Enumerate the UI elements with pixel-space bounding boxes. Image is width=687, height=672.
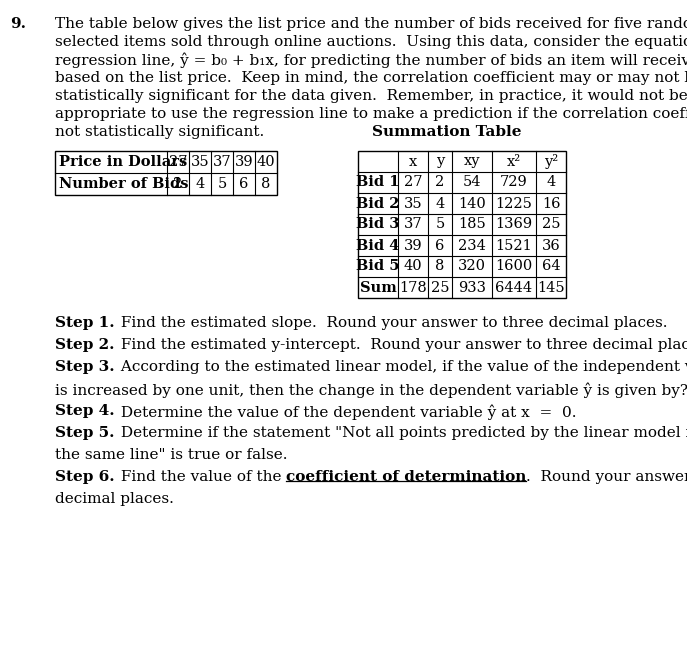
Text: decimal places.: decimal places. bbox=[55, 492, 174, 506]
Text: 8: 8 bbox=[436, 259, 444, 274]
Text: is increased by one unit, then the change in the dependent variable ŷ is given b: is increased by one unit, then the chang… bbox=[55, 382, 687, 398]
Text: Sum: Sum bbox=[359, 280, 396, 294]
Text: 1521: 1521 bbox=[495, 239, 532, 253]
Text: 2: 2 bbox=[173, 177, 183, 191]
Text: Step 1.: Step 1. bbox=[55, 316, 115, 330]
Text: 2: 2 bbox=[436, 175, 444, 190]
Text: .  Round your answer to three: . Round your answer to three bbox=[526, 470, 687, 484]
Text: 25: 25 bbox=[542, 218, 561, 231]
Text: 16: 16 bbox=[542, 196, 561, 210]
Text: 729: 729 bbox=[500, 175, 528, 190]
Text: the same line" is true or false.: the same line" is true or false. bbox=[55, 448, 287, 462]
Text: 1369: 1369 bbox=[495, 218, 532, 231]
Text: 54: 54 bbox=[463, 175, 482, 190]
Text: x: x bbox=[409, 155, 417, 169]
Text: not statistically significant.: not statistically significant. bbox=[55, 125, 264, 139]
Text: 39: 39 bbox=[404, 239, 423, 253]
Text: Find the estimated y-intercept.  Round your answer to three decimal places.: Find the estimated y-intercept. Round yo… bbox=[115, 338, 687, 352]
Text: y: y bbox=[436, 155, 444, 169]
Text: 320: 320 bbox=[458, 259, 486, 274]
Text: Find the estimated slope.  Round your answer to three decimal places.: Find the estimated slope. Round your ans… bbox=[115, 316, 667, 330]
Text: 9.: 9. bbox=[10, 17, 26, 31]
Text: based on the list price.  Keep in mind, the correlation coefficient may or may n: based on the list price. Keep in mind, t… bbox=[55, 71, 687, 85]
Text: Step 5.: Step 5. bbox=[55, 426, 115, 440]
Text: 25: 25 bbox=[431, 280, 449, 294]
Text: 39: 39 bbox=[235, 155, 254, 169]
Text: selected items sold through online auctions.  Using this data, consider the equa: selected items sold through online aucti… bbox=[55, 35, 687, 49]
Text: 140: 140 bbox=[458, 196, 486, 210]
Text: 1225: 1225 bbox=[495, 196, 532, 210]
Text: 5: 5 bbox=[436, 218, 444, 231]
Text: coefficient of determination: coefficient of determination bbox=[286, 470, 526, 484]
Text: 35: 35 bbox=[404, 196, 423, 210]
Text: x²: x² bbox=[507, 155, 521, 169]
Bar bbox=[55, 151, 277, 195]
Text: Summation Table: Summation Table bbox=[372, 125, 521, 139]
Text: statistically significant for the data given.  Remember, in practice, it would n: statistically significant for the data g… bbox=[55, 89, 687, 103]
Text: 6: 6 bbox=[239, 177, 249, 191]
Text: According to the estimated linear model, if the value of the independent variabl: According to the estimated linear model,… bbox=[115, 360, 687, 374]
Text: 185: 185 bbox=[458, 218, 486, 231]
Text: 27: 27 bbox=[404, 175, 423, 190]
Bar bbox=[358, 151, 566, 298]
Text: 933: 933 bbox=[458, 280, 486, 294]
Text: Bid 5: Bid 5 bbox=[357, 259, 400, 274]
Text: Step 4.: Step 4. bbox=[55, 404, 115, 418]
Text: xy: xy bbox=[464, 155, 480, 169]
Text: 8: 8 bbox=[261, 177, 271, 191]
Text: Step 3.: Step 3. bbox=[55, 360, 115, 374]
Text: 5: 5 bbox=[217, 177, 227, 191]
Text: 4: 4 bbox=[195, 177, 205, 191]
Text: Determine if the statement "Not all points predicted by the linear model fall on: Determine if the statement "Not all poin… bbox=[115, 426, 687, 440]
Text: 145: 145 bbox=[537, 280, 565, 294]
Text: regression line, ŷ = b₀ + b₁x, for predicting the number of bids an item will re: regression line, ŷ = b₀ + b₁x, for predi… bbox=[55, 53, 687, 69]
Text: y²: y² bbox=[544, 154, 558, 169]
Text: Determine the value of the dependent variable ŷ at x  =  0.: Determine the value of the dependent var… bbox=[115, 404, 576, 419]
Text: Bid 3: Bid 3 bbox=[357, 218, 400, 231]
Text: The table below gives the list price and the number of bids received for five ra: The table below gives the list price and… bbox=[55, 17, 687, 31]
Text: Bid 4: Bid 4 bbox=[357, 239, 400, 253]
Text: 1600: 1600 bbox=[495, 259, 532, 274]
Text: 234: 234 bbox=[458, 239, 486, 253]
Text: 4: 4 bbox=[436, 196, 444, 210]
Text: 6444: 6444 bbox=[495, 280, 532, 294]
Text: Number of Bids: Number of Bids bbox=[59, 177, 188, 191]
Text: 40: 40 bbox=[404, 259, 423, 274]
Text: 4: 4 bbox=[546, 175, 556, 190]
Text: 36: 36 bbox=[541, 239, 561, 253]
Text: Bid 2: Bid 2 bbox=[357, 196, 400, 210]
Text: 37: 37 bbox=[213, 155, 232, 169]
Text: Step 6.: Step 6. bbox=[55, 470, 115, 484]
Text: Step 2.: Step 2. bbox=[55, 338, 115, 352]
Text: Find the value of the: Find the value of the bbox=[115, 470, 286, 484]
Text: 178: 178 bbox=[399, 280, 427, 294]
Text: Bid 1: Bid 1 bbox=[357, 175, 400, 190]
Text: 37: 37 bbox=[404, 218, 423, 231]
Text: appropriate to use the regression line to make a prediction if the correlation c: appropriate to use the regression line t… bbox=[55, 107, 687, 121]
Text: 6: 6 bbox=[436, 239, 444, 253]
Text: 35: 35 bbox=[191, 155, 210, 169]
Text: 27: 27 bbox=[169, 155, 188, 169]
Text: Price in Dollars: Price in Dollars bbox=[59, 155, 188, 169]
Text: 64: 64 bbox=[541, 259, 561, 274]
Text: 40: 40 bbox=[257, 155, 275, 169]
